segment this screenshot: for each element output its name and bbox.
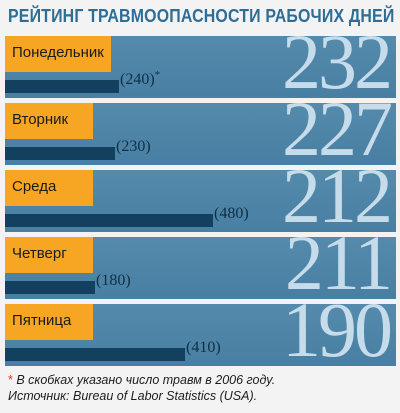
footnote-line-1: * В скобках указано число травм в 2006 г… (8, 372, 275, 388)
previous-value-label: (230) (116, 138, 151, 155)
previous-value-label: (480) (214, 205, 249, 222)
footnote-star: * (8, 373, 13, 387)
day-label-box: Четверг (5, 237, 93, 273)
value-label: 227 (282, 103, 393, 165)
footnote: * В скобках указано число травм в 2006 г… (8, 372, 275, 404)
day-label-box: Пятница (5, 304, 93, 340)
category-label: Четверг (12, 245, 67, 262)
category-label: Пятница (12, 312, 72, 329)
bar-row: Пятница (410) 190 (5, 304, 396, 366)
day-label-box: Среда (5, 170, 93, 206)
bar-row: Четверг (180) 211 (5, 237, 396, 299)
chart-title: РЕЙТИНГ ТРАВМООПАСНОСТИ РАБОЧИХ ДНЕЙ (8, 5, 395, 26)
bar-row: Понедельник (240)* 232 (5, 36, 396, 98)
category-label: Вторник (12, 111, 69, 128)
value-label: 211 (284, 237, 393, 299)
bar-row: Вторник (230) 227 (5, 103, 396, 165)
footnote-marker: * (154, 69, 161, 81)
previous-value-label: (410) (186, 339, 221, 356)
previous-value-bar (5, 147, 115, 160)
day-label-box: Понедельник (5, 36, 111, 72)
previous-value-bar (5, 348, 185, 361)
bar-row: Среда (480) 212 (5, 170, 396, 232)
day-label-box: Вторник (5, 103, 93, 139)
previous-value-bar (5, 281, 95, 294)
category-label: Понедельник (12, 44, 104, 61)
footnote-text: В скобках указано число травм в 2006 год… (16, 373, 276, 387)
footnote-line-2: Источник: Bureau of Labor Statistics (US… (8, 389, 258, 403)
previous-value-label: (180) (96, 272, 131, 289)
value-label: 232 (282, 36, 393, 98)
category-label: Среда (12, 178, 57, 195)
previous-value-label: (240)* (120, 69, 161, 88)
value-label: 190 (282, 304, 393, 366)
previous-value-bar (5, 214, 213, 227)
value-label: 212 (282, 170, 393, 232)
previous-value-bar (5, 80, 119, 93)
